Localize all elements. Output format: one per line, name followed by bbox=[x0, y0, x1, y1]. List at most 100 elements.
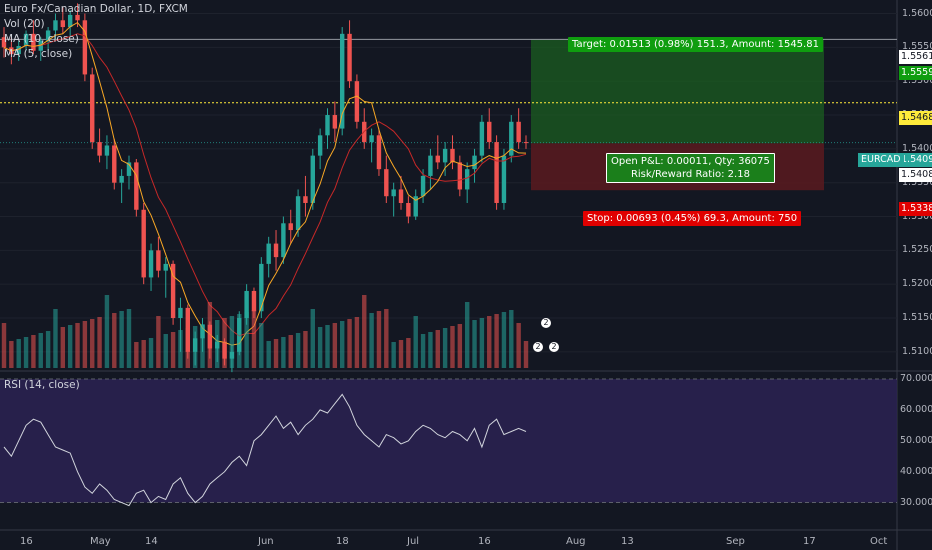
legend-rsi[interactable]: RSI (14, close) bbox=[4, 379, 80, 391]
volume-bar bbox=[406, 338, 411, 368]
candle-body bbox=[442, 148, 448, 163]
target-label[interactable]: Target: 0.01513 (0.98%) 151.3, Amount: 1… bbox=[568, 37, 823, 52]
time-tick-label: Sep bbox=[726, 536, 745, 547]
candle-body bbox=[354, 81, 360, 122]
candle-body bbox=[369, 135, 374, 143]
volume-bar bbox=[369, 313, 374, 368]
candle-body bbox=[178, 307, 183, 319]
candle-body bbox=[457, 162, 463, 190]
legend-ma10[interactable]: MA (10, close) bbox=[4, 33, 79, 45]
open-pnl-label[interactable]: Open P&L: 0.00011, Qty: 36075 Risk/Rewar… bbox=[606, 153, 775, 183]
ma5-line bbox=[3, 21, 527, 346]
price-tick-label: 1.54000 bbox=[902, 142, 932, 154]
volume-bar bbox=[207, 302, 213, 368]
volume-bar bbox=[295, 333, 301, 368]
volume-bar bbox=[516, 323, 521, 368]
time-tick-label: 13 bbox=[621, 536, 634, 547]
candle-body bbox=[141, 209, 146, 278]
candle-body bbox=[60, 20, 66, 28]
candle-body bbox=[435, 155, 440, 163]
volume-bar bbox=[156, 316, 161, 368]
price-tag-entry: 1.54082 bbox=[899, 168, 932, 182]
volume-bar bbox=[273, 339, 279, 368]
legend-ma5[interactable]: MA (5, close) bbox=[4, 48, 73, 60]
symbol-tag: EURCAD bbox=[858, 153, 904, 167]
candle-body bbox=[472, 155, 477, 170]
candle-body bbox=[523, 142, 529, 144]
time-tick-label: Aug bbox=[566, 536, 586, 547]
time-tick-label: 16 bbox=[20, 536, 33, 547]
candle-body bbox=[516, 121, 521, 143]
volume-bar bbox=[281, 337, 286, 368]
candle-body bbox=[163, 263, 168, 271]
time-tick-label: Jul bbox=[407, 536, 420, 547]
volume-bar bbox=[420, 334, 426, 368]
target-zone bbox=[531, 39, 824, 144]
volume-bar bbox=[134, 342, 139, 368]
legend-volume[interactable]: Vol (20) bbox=[4, 18, 45, 30]
time-tick-label: May bbox=[90, 536, 111, 547]
event-badge-a[interactable]: 2 bbox=[533, 342, 543, 352]
volume-bar bbox=[215, 320, 220, 368]
rsi-tick-label: 30.0000 bbox=[900, 496, 932, 508]
volume-bar bbox=[347, 319, 352, 368]
volume-bar bbox=[45, 331, 51, 368]
volume-bar bbox=[266, 341, 271, 368]
candle-body bbox=[398, 189, 404, 203]
candle-body bbox=[16, 46, 21, 55]
price-tag-stop: 1.53389 bbox=[899, 202, 932, 216]
candle-body bbox=[413, 196, 418, 217]
volume-bar bbox=[9, 341, 14, 368]
volume-bar bbox=[376, 311, 382, 368]
volume-bar bbox=[332, 323, 338, 368]
candle-body bbox=[428, 155, 433, 176]
volume-bar bbox=[339, 321, 345, 368]
volume-bar bbox=[192, 326, 198, 368]
price-tick-label: 1.53500 bbox=[902, 176, 932, 188]
candle-body bbox=[509, 121, 514, 156]
stop-label[interactable]: Stop: 0.00693 (0.45%) 69.3, Amount: 750 bbox=[583, 211, 802, 226]
chart-title[interactable]: Euro Fx/Canadian Dollar, 1D, FXCM bbox=[4, 3, 188, 15]
candle-body bbox=[317, 135, 323, 156]
price-tick-label: 1.52500 bbox=[902, 244, 932, 256]
volume-bar bbox=[119, 311, 124, 368]
candle-body bbox=[90, 74, 95, 143]
candle-body bbox=[273, 243, 279, 258]
rsi-band bbox=[0, 379, 897, 503]
candle-body bbox=[494, 142, 499, 203]
rsi-line bbox=[3, 393, 527, 507]
volume-bar bbox=[97, 317, 102, 368]
rsi-tick-label: 60.0000 bbox=[900, 403, 932, 415]
volume-bar bbox=[435, 330, 440, 368]
event-badge-top[interactable]: 2 bbox=[541, 318, 551, 328]
candle-body bbox=[251, 290, 257, 312]
candle-body bbox=[347, 33, 352, 82]
price-tag-yellow-line: 1.54682 bbox=[899, 111, 932, 125]
time-tick-label: Oct bbox=[870, 536, 888, 547]
candle-body bbox=[376, 135, 382, 170]
volume-bar bbox=[251, 310, 257, 368]
candle-body bbox=[126, 162, 132, 176]
volume-bar bbox=[229, 316, 235, 368]
volume-bar bbox=[23, 337, 29, 368]
rsi-tick-label: 50.0000 bbox=[900, 434, 932, 446]
price-tick-label: 1.51000 bbox=[902, 345, 932, 357]
candle-body bbox=[23, 33, 29, 47]
price-tick-label: 1.51500 bbox=[902, 312, 932, 324]
volume-bar bbox=[141, 340, 146, 368]
candle-body bbox=[310, 155, 315, 203]
price-tag-top-line: 1.55619 bbox=[899, 50, 932, 64]
event-badge-b[interactable]: 2 bbox=[549, 342, 559, 352]
volume-bar bbox=[398, 340, 404, 368]
volume-bar bbox=[31, 335, 36, 368]
price-tag-last: 1.54093 bbox=[899, 153, 932, 167]
candle-body bbox=[148, 250, 154, 278]
volume-bar bbox=[90, 319, 95, 368]
candle-body bbox=[112, 145, 117, 183]
candle-body bbox=[420, 175, 426, 197]
candle-body bbox=[119, 175, 124, 183]
price-tick-label: 1.55500 bbox=[902, 41, 932, 53]
risk-reward-text: Risk/Reward Ratio: 2.18 bbox=[630, 169, 750, 180]
candle-body bbox=[464, 169, 470, 190]
